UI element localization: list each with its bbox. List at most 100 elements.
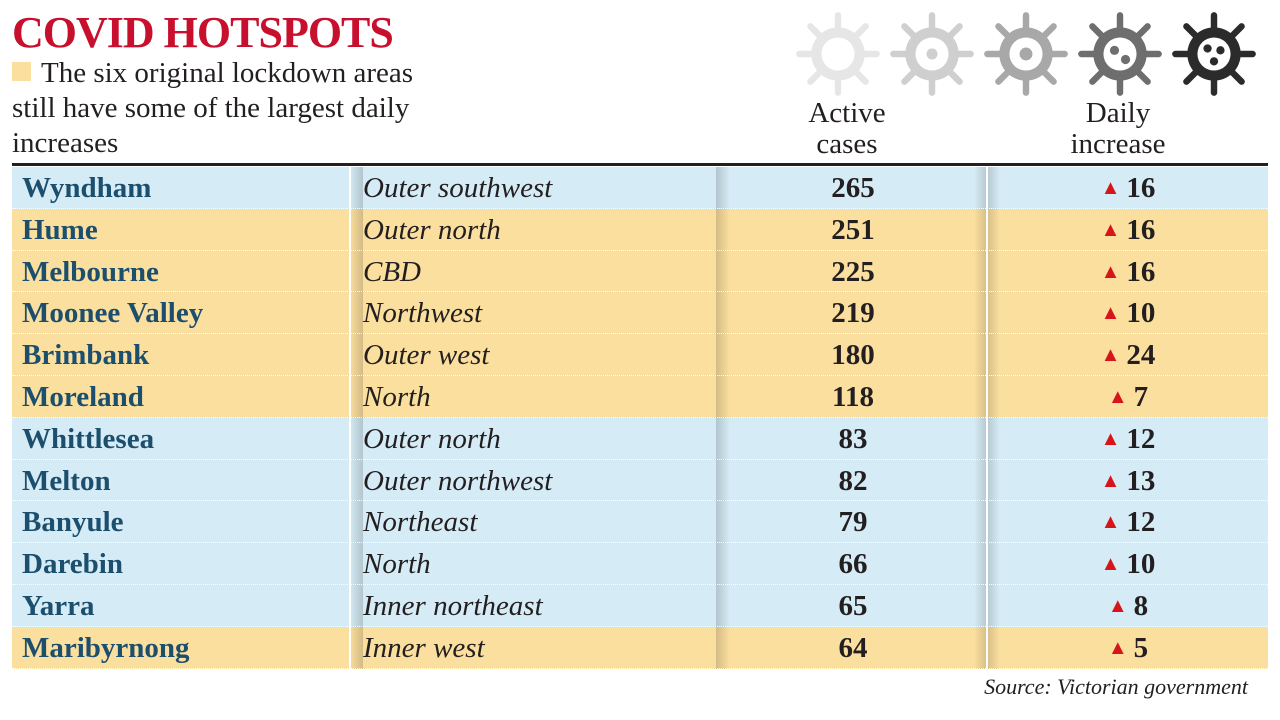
column-separator xyxy=(986,167,988,209)
column-shadow xyxy=(716,375,730,418)
column-shadow xyxy=(716,334,730,376)
column-shadow xyxy=(349,250,363,293)
column-shadow xyxy=(986,292,1000,335)
column-separator xyxy=(986,292,988,335)
active-header-line2: cases xyxy=(816,128,878,160)
column-separator xyxy=(986,250,988,293)
column-shadow xyxy=(716,250,730,293)
area-region: Outer northwest xyxy=(363,464,553,497)
column-separator xyxy=(349,501,351,544)
column-shadow xyxy=(986,501,1000,544)
virus-icon-row xyxy=(792,8,1262,104)
virus-icon xyxy=(796,12,880,96)
column-shadow xyxy=(349,292,363,335)
area-region: Northeast xyxy=(363,506,478,539)
area-name: Brimbank xyxy=(22,339,150,372)
column-shadow xyxy=(986,417,1000,460)
column-shadow xyxy=(349,543,363,585)
column-shadow xyxy=(349,334,363,376)
table-row: Moonee Valley Northwest 219 ▲ 10 xyxy=(12,292,1268,335)
active-cases-value: 251 xyxy=(831,213,875,246)
column-separator xyxy=(349,208,351,251)
area-region: Outer southwest xyxy=(363,172,553,204)
column-shadow xyxy=(974,334,988,376)
column-shadow xyxy=(349,584,363,627)
daily-increase-value: 13 xyxy=(1126,464,1156,497)
area-region: CBD xyxy=(363,255,421,288)
virus-icon xyxy=(1078,12,1162,96)
table-row: Whittlesea Outer north 83 ▲ 12 xyxy=(12,417,1268,460)
active-cases-header: Active cases xyxy=(752,98,942,160)
active-header-line1: Active xyxy=(808,97,886,129)
column-shadow xyxy=(716,417,730,460)
virus-icon xyxy=(1172,12,1256,96)
daily-increase-header: Daily increase xyxy=(1020,98,1216,160)
daily-increase-cell: ▲ 12 xyxy=(988,501,1268,543)
column-shadow xyxy=(716,292,730,335)
daily-increase-cell: ▲ 10 xyxy=(988,543,1268,585)
area-name: Melbourne xyxy=(22,255,159,288)
daily-increase-cell: ▲ 10 xyxy=(988,292,1268,334)
area-name: Moreland xyxy=(22,380,144,413)
area-region: North xyxy=(363,380,431,413)
table-row: Maribyrnong Inner west 64 ▲ 5 xyxy=(12,626,1268,669)
increase-arrow-icon: ▲ xyxy=(1100,553,1121,576)
increase-arrow-icon: ▲ xyxy=(1100,511,1121,534)
table-row: Banyule Northeast 79 ▲ 12 xyxy=(12,501,1268,544)
active-cases-value: 65 xyxy=(838,589,868,622)
column-shadow xyxy=(716,626,730,669)
column-separator xyxy=(986,459,988,502)
column-separator xyxy=(349,459,351,502)
table-row: Brimbank Outer west 180 ▲ 24 xyxy=(12,334,1268,376)
daily-increase-value: 16 xyxy=(1126,213,1156,246)
table-row: Hume Outer north 251 ▲ 16 xyxy=(12,208,1268,251)
table-row: Yarra Inner northeast 65 ▲ 8 xyxy=(12,584,1268,627)
column-shadow xyxy=(974,208,988,251)
table-row: Wyndham Outer southwest 265 ▲ 16 xyxy=(12,167,1268,209)
area-name: Maribyrnong xyxy=(22,631,190,664)
daily-increase-value: 10 xyxy=(1126,548,1156,581)
area-region: Inner west xyxy=(363,631,485,664)
column-shadow xyxy=(974,417,988,460)
increase-arrow-icon: ▲ xyxy=(1100,469,1121,492)
column-shadow xyxy=(349,208,363,251)
active-cases-value: 66 xyxy=(838,548,868,581)
column-separator xyxy=(349,334,351,376)
virus-icon xyxy=(984,12,1068,96)
daily-header-line1: Daily xyxy=(1085,97,1151,129)
active-cases-value: 64 xyxy=(838,631,868,664)
daily-increase-value: 12 xyxy=(1126,422,1156,455)
daily-increase-cell: ▲ 8 xyxy=(988,585,1268,627)
column-separator xyxy=(349,543,351,585)
column-shadow xyxy=(986,543,1000,585)
column-separator xyxy=(349,250,351,293)
table-row: Darebin North 66 ▲ 10 xyxy=(12,543,1268,585)
column-shadow xyxy=(974,167,988,209)
area-region: Outer west xyxy=(363,339,490,372)
column-shadow xyxy=(986,375,1000,418)
column-shadow xyxy=(974,626,988,669)
column-shadow xyxy=(349,417,363,460)
lockdown-legend-swatch xyxy=(12,62,31,81)
hotspot-table: Wyndham Outer southwest 265 ▲ 16 Hume Outer n… xyxy=(12,167,1268,669)
active-cases-value: 265 xyxy=(831,172,875,204)
increase-arrow-icon: ▲ xyxy=(1107,594,1128,617)
column-shadow xyxy=(974,543,988,585)
daily-increase-cell: ▲ 16 xyxy=(988,251,1268,293)
virus-icon xyxy=(890,12,974,96)
daily-increase-value: 8 xyxy=(1133,589,1149,622)
subtitle-text: The six original lockdown areas still ha… xyxy=(12,57,414,159)
column-shadow xyxy=(349,375,363,418)
area-region: North xyxy=(363,548,431,581)
column-separator xyxy=(986,208,988,251)
column-separator xyxy=(349,584,351,627)
column-separator xyxy=(986,543,988,585)
column-shadow xyxy=(974,584,988,627)
column-separator xyxy=(349,626,351,669)
area-name: Whittlesea xyxy=(22,422,155,455)
column-separator xyxy=(986,334,988,376)
increase-arrow-icon: ▲ xyxy=(1100,177,1121,199)
column-shadow xyxy=(974,375,988,418)
active-cases-value: 79 xyxy=(838,506,868,539)
increase-arrow-icon: ▲ xyxy=(1100,344,1121,367)
